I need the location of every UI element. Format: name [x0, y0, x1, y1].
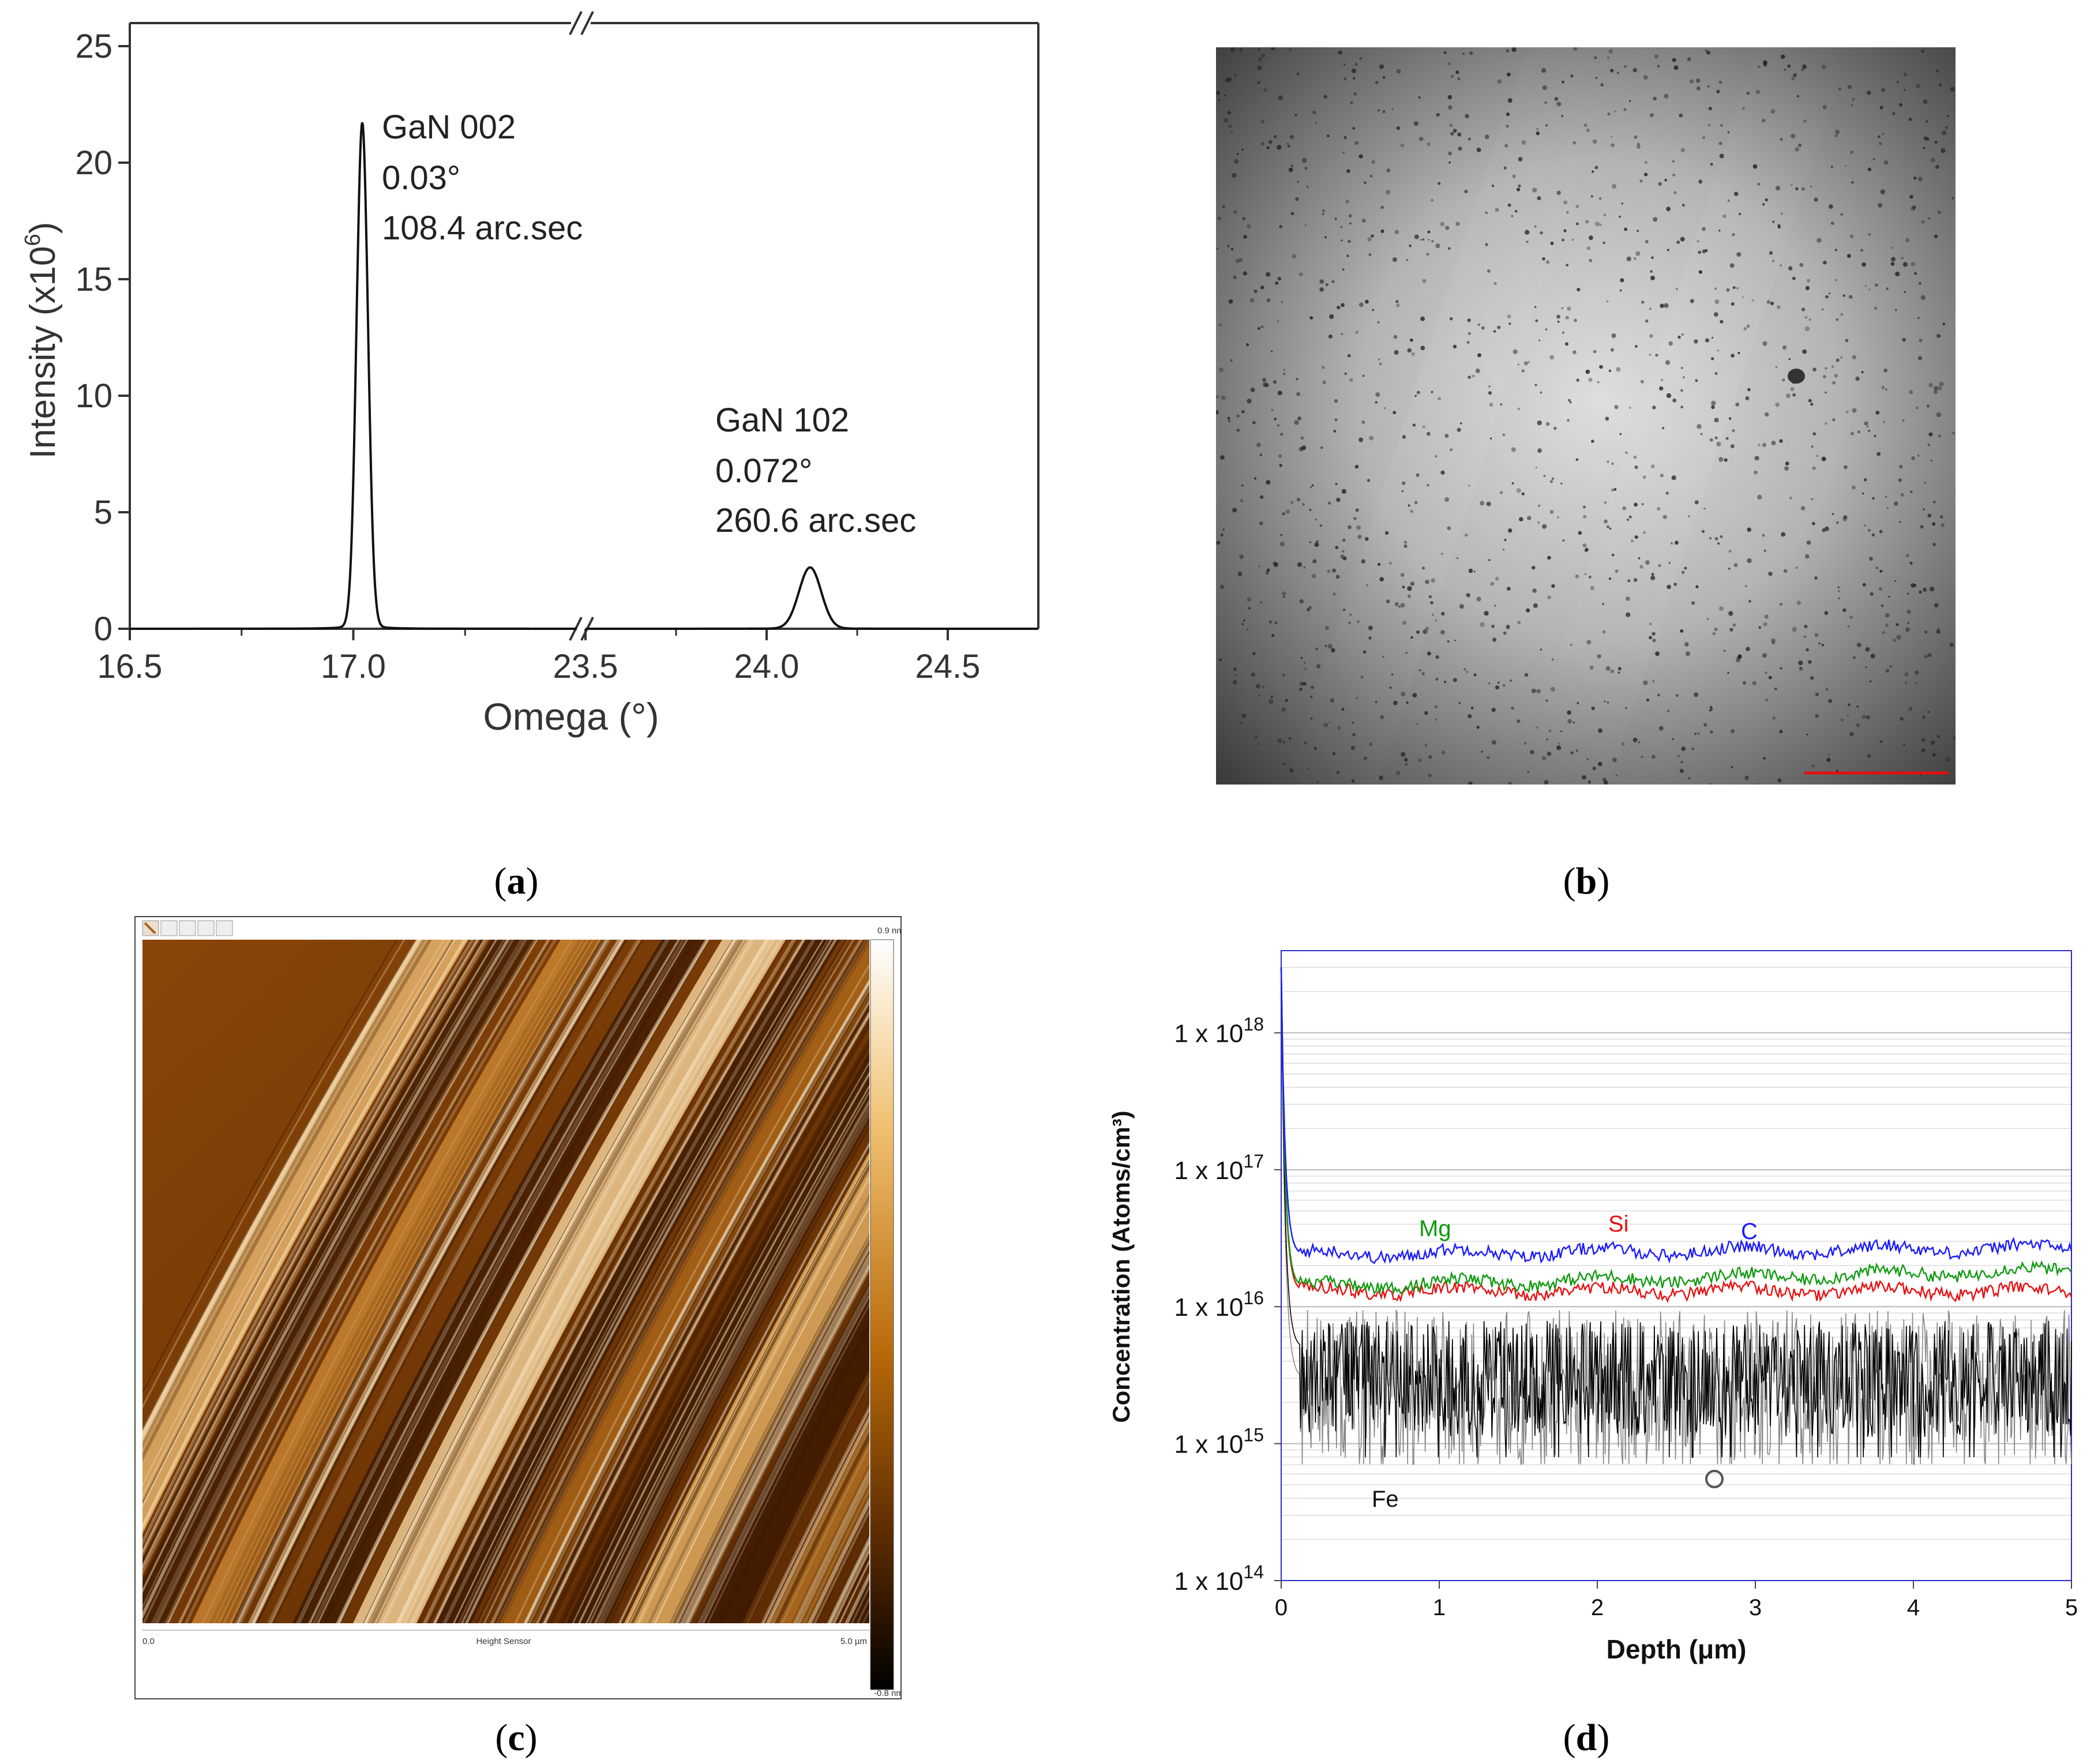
- panel-c-afm: 0.9 nm -0.8 nm 0.0 Height Sensor 5.0 µm: [134, 916, 902, 1699]
- caption-d: (d): [1563, 1717, 1610, 1759]
- a-y-tick-label: 15: [75, 261, 112, 298]
- svg-text:GaN 102: GaN 102: [715, 401, 849, 439]
- b-surface-pits: [1216, 47, 1956, 785]
- c-toolbar[interactable]: [142, 920, 233, 936]
- svg-text:108.4 arc.sec: 108.4 arc.sec: [382, 209, 583, 247]
- d-x-axis-label: Depth (μm): [1607, 1634, 1747, 1664]
- d-label-mg: Mg: [1419, 1216, 1451, 1241]
- a-annotation-gan002: GaN 002 0.03° 108.4 arc.sec: [382, 108, 583, 247]
- d-series-mg: [1280, 967, 2073, 1295]
- d-y-tick-label: 1 x 1014: [1174, 1562, 1264, 1596]
- d-series-si: [1280, 967, 2073, 1303]
- d-y-ticks: 1 x 1014 1 x 1015 1 x 1016 1 x 1017 1 x 1018: [1174, 1014, 1281, 1596]
- a-x-axis-label: Omega (°): [483, 695, 659, 738]
- c-axis-title: Height Sensor: [476, 1637, 531, 1646]
- a-series-gan-102: [586, 566, 1038, 630]
- c-scale-bottom-label: -0.8 nm: [874, 1688, 902, 1698]
- b-large-defect: [1788, 369, 1805, 384]
- d-x-tick-label: 2: [1591, 1595, 1604, 1620]
- c-scale-top-label: 0.9 nm: [877, 926, 902, 936]
- d-x-tick-label: 0: [1275, 1595, 1288, 1620]
- c-color-scale-bar: [870, 939, 894, 1690]
- d-x-tick-label: 3: [1749, 1595, 1762, 1620]
- a-axis-break-top: [569, 11, 594, 35]
- d-label-c: C: [1741, 1219, 1758, 1244]
- a-y-ticks: 0 5 10 15 20 25: [75, 28, 130, 648]
- a-y-tick-label: 20: [75, 144, 112, 182]
- a-y-axis-label: Intensity (x106): [21, 222, 63, 459]
- c-axis-right-label: 5.0 µm: [840, 1637, 867, 1646]
- d-label-si: Si: [1608, 1211, 1629, 1237]
- a-y-tick-label: 10: [75, 377, 112, 415]
- c-axis-left-label: 0.0: [142, 1637, 155, 1646]
- d-label-fe: Fe: [1372, 1487, 1399, 1512]
- a-x-tick-label: 17.0: [321, 648, 386, 685]
- d-series-o: [1281, 967, 2072, 1465]
- panel-b-micrograph: [1216, 47, 1956, 785]
- svg-text:0.03°: 0.03°: [382, 159, 460, 197]
- c-afm-height-map: [142, 940, 869, 1623]
- d-series-c: [1280, 967, 2073, 1264]
- d-x-tick-label: 5: [2065, 1595, 2078, 1620]
- panel-d-sims-chart: 1 x 1014 1 x 1015 1 x 1016 1 x 1017 1 x 1018…: [1108, 950, 2078, 1664]
- d-y-tick-label: 1 x 1016: [1174, 1288, 1264, 1322]
- d-plot-frame: [1281, 950, 2072, 1581]
- d-series-lines: [1280, 967, 2073, 1465]
- svg-text:0.072°: 0.072°: [715, 452, 812, 490]
- d-x-ticks: 0 1 2 3 4 5: [1275, 1581, 2078, 1620]
- a-series-gan-002: [130, 122, 577, 630]
- d-label-o-marker: [1705, 1470, 1724, 1488]
- a-y-tick-label: 5: [94, 494, 112, 531]
- d-y-axis-label: Concentration (Atoms/cm³): [1108, 1110, 1135, 1423]
- caption-c: (c): [495, 1717, 538, 1759]
- panel-a-xrd-chart: 0 5 10 15 20 25 16.5 17.0 23.5 24.0 24.5 Omega (°…: [21, 11, 1039, 738]
- a-x-tick-label: 24.0: [734, 648, 800, 685]
- svg-text:260.6 arc.sec: 260.6 arc.sec: [715, 502, 916, 539]
- d-y-tick-label: 1 x 1018: [1174, 1014, 1264, 1048]
- a-series-lines: [130, 122, 1038, 630]
- a-x-tick-label: 16.5: [97, 648, 163, 685]
- a-annotation-gan102: GaN 102 0.072° 260.6 arc.sec: [715, 401, 916, 539]
- caption-b: (b): [1563, 860, 1610, 902]
- svg-text:GaN 002: GaN 002: [382, 108, 516, 146]
- d-x-tick-label: 1: [1433, 1595, 1446, 1620]
- d-x-tick-label: 4: [1907, 1595, 1920, 1620]
- a-x-tick-label: 23.5: [553, 648, 618, 685]
- a-y-tick-label: 0: [94, 610, 112, 648]
- a-x-tick-label: 24.5: [915, 648, 981, 685]
- d-series-fe: [1281, 967, 2072, 1458]
- d-grid-lines: [1281, 967, 2071, 1581]
- a-y-tick-label: 25: [75, 28, 112, 65]
- d-y-tick-label: 1 x 1017: [1174, 1151, 1264, 1185]
- a-x-ticks: 16.5 17.0 23.5 24.0 24.5: [97, 629, 981, 685]
- caption-a: (a): [494, 860, 539, 902]
- d-y-tick-label: 1 x 1015: [1174, 1425, 1264, 1459]
